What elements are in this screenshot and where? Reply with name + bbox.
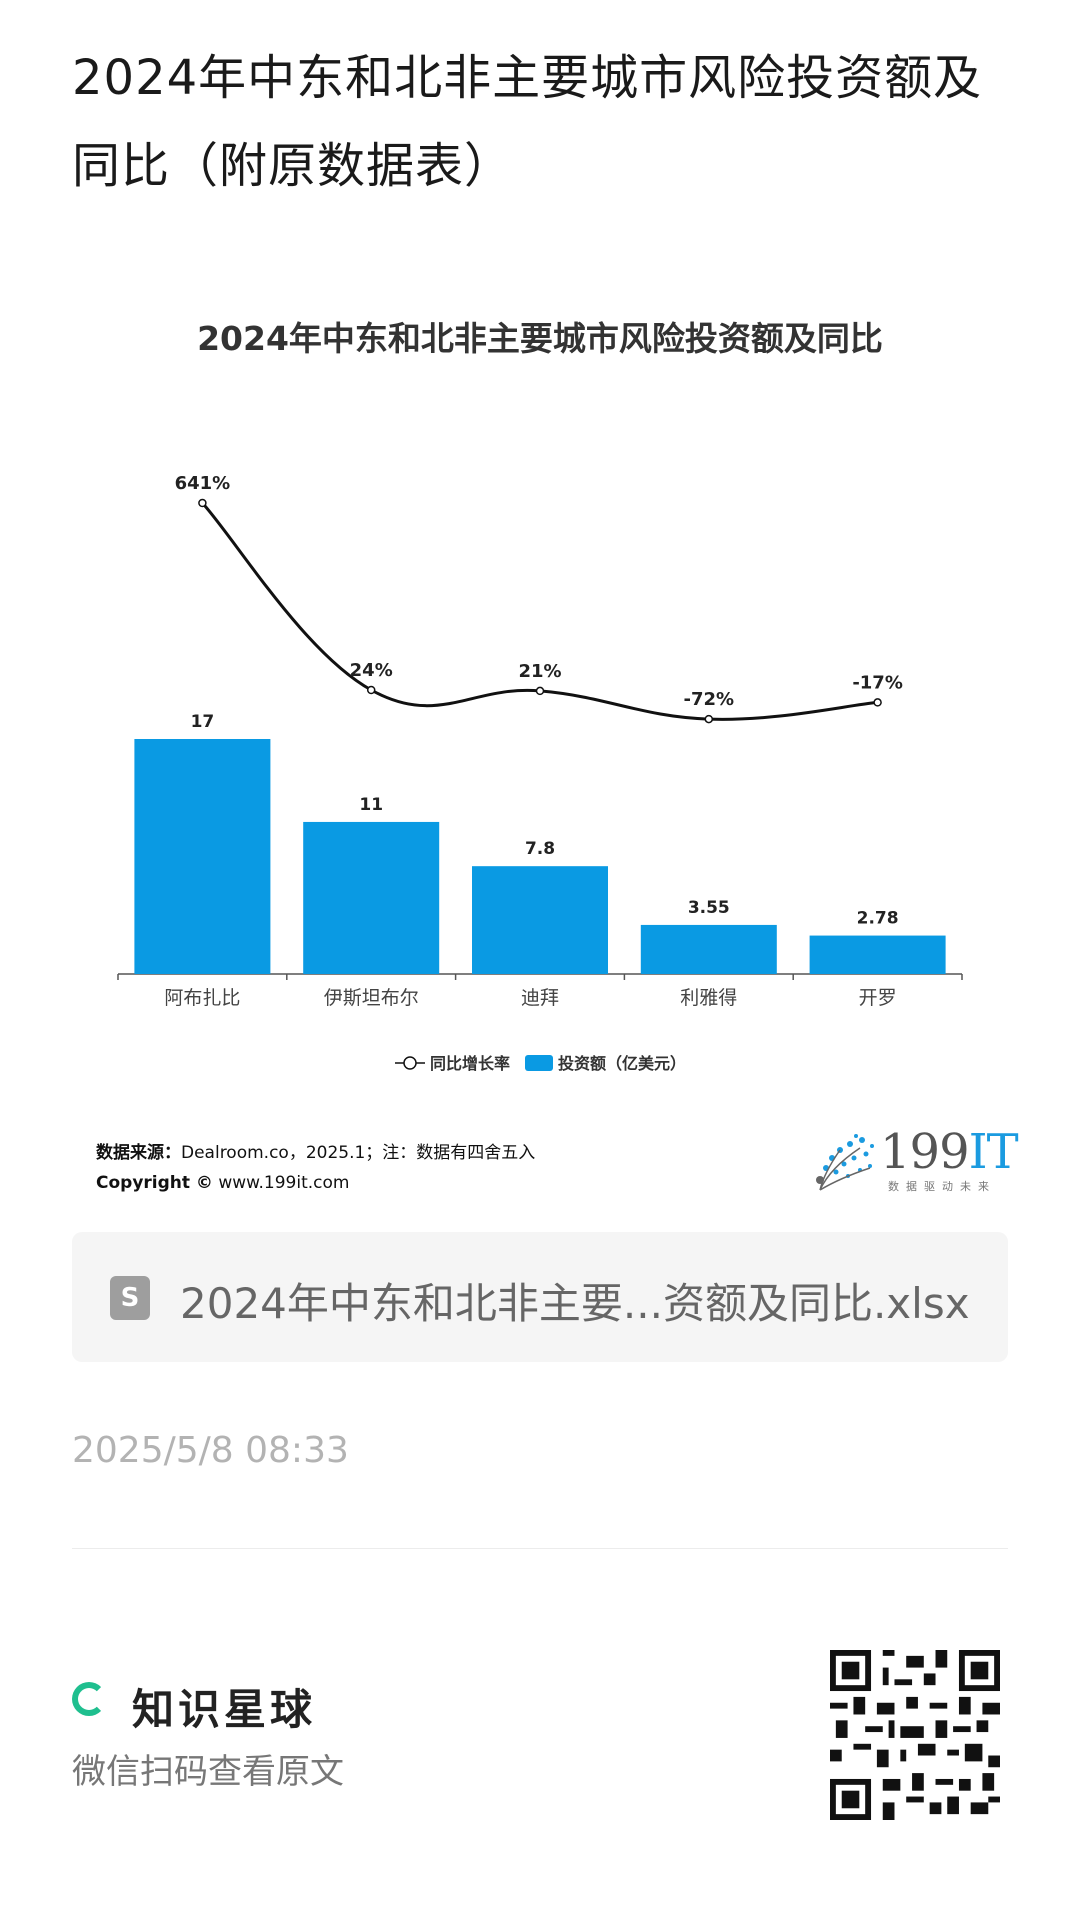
bar-value-label: 7.8 [525,839,555,859]
bar-1 [303,821,440,974]
planet-ring-icon [72,1682,106,1716]
growth-value-label: -17% [852,672,903,693]
copyright-site: www.199it.com [218,1173,350,1193]
brand-name: 知识星球 [132,1685,317,1734]
legend-bar-label: 投资额（亿美元） [558,1054,686,1073]
x-tick-label: 迪拜 [521,987,559,1009]
growth-line [201,501,878,721]
x-tick-label: 开罗 [859,987,897,1009]
growth-point-0 [198,498,207,508]
growth-value-label: -72% [684,689,735,710]
file-attachment[interactable]: S 2024年中东和北非主要...资额及同比.xlsx [72,1232,1008,1362]
bar-value-label: 2.78 [857,909,899,929]
199it-logo: 199IT 数据驱动未来 [810,1124,1019,1198]
growth-value-label: 24% [350,660,393,681]
timestamp: 2025/5/8 08:33 [72,1430,349,1471]
page-title: 2024年中东和北非主要城市风险投资额及同比（附原数据表） [72,50,983,194]
growth-point-1 [366,685,376,695]
legend-line-label: 同比增长率 [430,1054,510,1073]
source-label: 数据来源： [96,1143,181,1163]
growth-value-label: 21% [518,661,561,682]
source-note: 数据来源：Dealroom.co，2025.1；注：数据有四舍五入 Copyri… [96,1138,535,1198]
legend-bar-swatch [525,1055,553,1071]
growth-value-label: 641% [175,473,231,494]
file-name: 2024年中东和北非主要...资额及同比.xlsx [180,1279,970,1328]
dandelion-icon [816,1134,874,1191]
logo-accent-text: IT [968,1124,1019,1180]
x-tick-label: 阿布扎比 [164,987,240,1009]
source-text: Dealroom.co，2025.1；注：数据有四舍五入 [181,1143,536,1163]
bar-4 [809,935,946,974]
combo-chart: 17 阿布扎比 11 伊斯坦布尔 7.8 迪拜 3.55 利雅得 2.78 开罗 641% 24% 21… [117,473,963,1073]
growth-point-4 [873,698,882,707]
x-tick-label: 伊斯坦布尔 [324,987,419,1009]
qr-code[interactable] [830,1650,1000,1820]
bar-3 [640,924,777,974]
x-tick-label: 利雅得 [680,987,737,1009]
copyright-label: Copyright © [96,1173,213,1193]
spreadsheet-icon: S [110,1276,150,1320]
bar-value-label: 3.55 [688,898,730,918]
growth-point-2 [535,686,545,696]
logo-tagline: 数据驱动未来 [888,1180,996,1193]
bar-0 [134,739,271,974]
bar-value-label: 17 [191,712,215,732]
logo-main-text: 199 [880,1124,970,1180]
bar-2 [472,866,608,974]
growth-point-3 [704,714,714,724]
divider [72,1548,1008,1549]
chart-title: 2024年中东和北非主要城市风险投资额及同比 [197,319,883,358]
bar-value-label: 11 [359,795,383,815]
brand-subtitle: 微信扫码查看原文 [72,1752,344,1792]
legend-line-marker [403,1056,417,1070]
